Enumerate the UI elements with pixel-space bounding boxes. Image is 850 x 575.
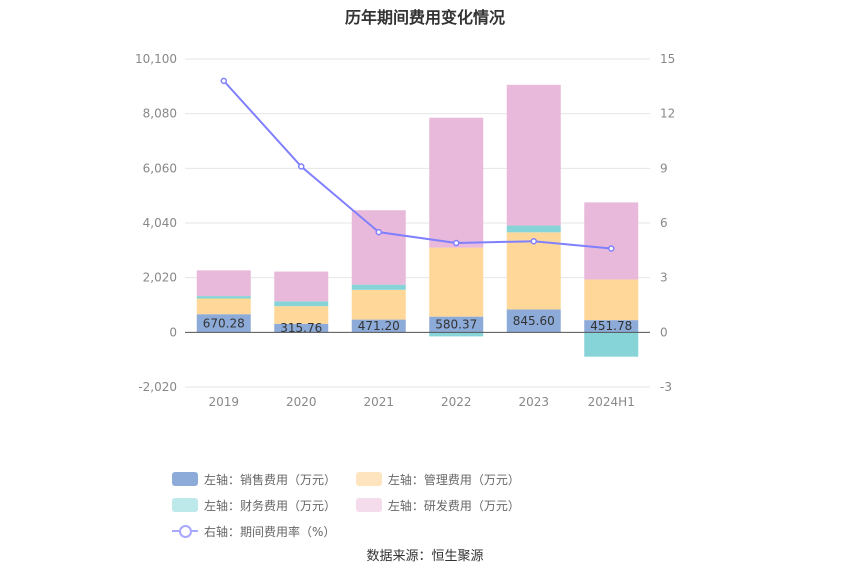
rate-point-2022 xyxy=(453,239,460,247)
grid-lines xyxy=(185,58,650,388)
x-tick-label: 2019 xyxy=(208,395,239,409)
bar-sales-2024H1 xyxy=(584,320,639,333)
right-tick-label: 0 xyxy=(660,325,668,339)
bar-finance-2020 xyxy=(274,301,329,307)
legend-label-admin: 左轴：管理费用（万元） xyxy=(387,472,520,487)
right-axis-ticks: -3 0 3 6 9 12 15 xyxy=(660,52,675,394)
sales-value-label: 315.76 xyxy=(280,321,322,335)
legend-item-sales[interactable]: 左轴：销售费用（万元） xyxy=(172,470,336,488)
right-tick-label: 6 xyxy=(660,216,668,230)
legend-item-rate[interactable]: 右轴：期间费用率（%） xyxy=(172,522,335,540)
x-tick-label: 2022 xyxy=(441,395,472,409)
left-axis-ticks: -2,020 0 2,020 4,040 6,060 8,080 10,100 xyxy=(135,52,177,394)
bar-admin-2023 xyxy=(506,232,561,310)
bar-rd-2023 xyxy=(506,84,561,226)
left-tick-label: 0 xyxy=(169,325,177,339)
sales-value-label: 451.78 xyxy=(590,319,632,333)
rate-point-2023 xyxy=(530,237,537,245)
expense-rate-polyline xyxy=(223,80,612,250)
expense-rate-line xyxy=(220,77,615,252)
data-source: 数据来源：恒生聚源 xyxy=(366,549,484,564)
right-tick-label: 3 xyxy=(660,271,668,285)
x-tick-label: 2023 xyxy=(518,395,549,409)
legend-label-rd: 左轴：研发费用（万元） xyxy=(387,498,520,513)
bar-finance-2019 xyxy=(196,296,251,299)
right-tick-label: 12 xyxy=(660,107,675,121)
legend-swatch-rd xyxy=(355,498,382,512)
bar-sales-2021 xyxy=(351,319,406,333)
left-tick-label: 2,020 xyxy=(143,271,177,285)
legend-item-admin[interactable]: 左轴：管理费用（万元） xyxy=(355,470,520,488)
legend-swatch-rate xyxy=(172,524,198,538)
legend-item-rd[interactable]: 左轴：研发费用（万元） xyxy=(355,496,520,514)
left-tick-label: 4,040 xyxy=(143,216,177,230)
bar-sales-2019 xyxy=(196,314,251,333)
bar-admin-2024H1 xyxy=(584,279,639,321)
sales-value-label: 845.60 xyxy=(513,314,555,328)
bar-admin-2022 xyxy=(429,247,484,317)
sales-value-label: 580.37 xyxy=(435,317,477,331)
right-tick-label: -3 xyxy=(660,380,672,394)
rate-point-2020 xyxy=(298,163,305,170)
bar-finance-2024H1 xyxy=(584,332,639,357)
bar-rd-2020 xyxy=(274,271,329,302)
bar-finance-2023 xyxy=(506,225,561,233)
legend-label-finance: 左轴：财务费用（万元） xyxy=(204,498,337,513)
right-tick-label: 15 xyxy=(660,52,675,66)
legend: 左轴：销售费用（万元） 左轴：管理费用（万元） 左轴：财务费用（万元） 左轴：研… xyxy=(172,470,692,548)
bar-sales-2022 xyxy=(429,316,484,333)
bars xyxy=(196,84,639,357)
bar-finance-2022 xyxy=(429,332,484,337)
left-tick-label: 10,100 xyxy=(135,52,177,66)
chart-title: 历年期间费用变化情况 xyxy=(344,8,505,27)
left-tick-label: 8,080 xyxy=(143,107,177,121)
bar-sales-2020 xyxy=(274,323,329,333)
rate-point-2019 xyxy=(220,77,227,85)
x-tick-label: 2021 xyxy=(363,395,394,409)
bar-admin-2021 xyxy=(351,289,406,320)
legend-item-finance[interactable]: 左轴：财务费用（万元） xyxy=(172,496,336,514)
bar-rd-2021 xyxy=(351,210,406,285)
x-tick-label: 2020 xyxy=(286,395,317,409)
left-tick-label: 6,060 xyxy=(143,161,177,175)
left-tick-label: -2,020 xyxy=(138,380,177,394)
sales-value-label: 670.28 xyxy=(203,316,245,330)
rate-point-2021 xyxy=(375,228,382,236)
legend-label-rate: 右轴：期间费用率（%） xyxy=(204,524,336,539)
right-tick-label: 9 xyxy=(660,161,668,175)
sales-value-label: 471.20 xyxy=(358,319,400,333)
rate-point-2024H1 xyxy=(608,245,615,252)
period-expense-chart: -2,020 0 2,020 4,040 6,060 8,080 10,100 -3 0 3 6 9… xyxy=(135,52,675,409)
legend-label-sales: 左轴：销售费用（万元） xyxy=(204,472,337,487)
legend-swatch-admin xyxy=(355,472,382,486)
bar-sales-2023 xyxy=(506,309,561,333)
bar-admin-2019 xyxy=(196,298,251,315)
data-labels: 670.28 315.76 471.20 580.37 845.60 451.78 xyxy=(203,314,633,335)
bar-rd-2024H1 xyxy=(584,202,639,280)
x-axis-ticks: 2019 2020 2021 2022 2023 2024H1 xyxy=(208,395,634,409)
x-tick-label: 2024H1 xyxy=(588,395,635,409)
bar-rd-2019 xyxy=(196,270,251,297)
bar-rd-2022 xyxy=(429,117,484,248)
bar-admin-2020 xyxy=(274,306,329,324)
legend-swatch-sales xyxy=(172,472,198,486)
bar-finance-2021 xyxy=(351,284,406,290)
legend-swatch-finance xyxy=(172,498,198,512)
